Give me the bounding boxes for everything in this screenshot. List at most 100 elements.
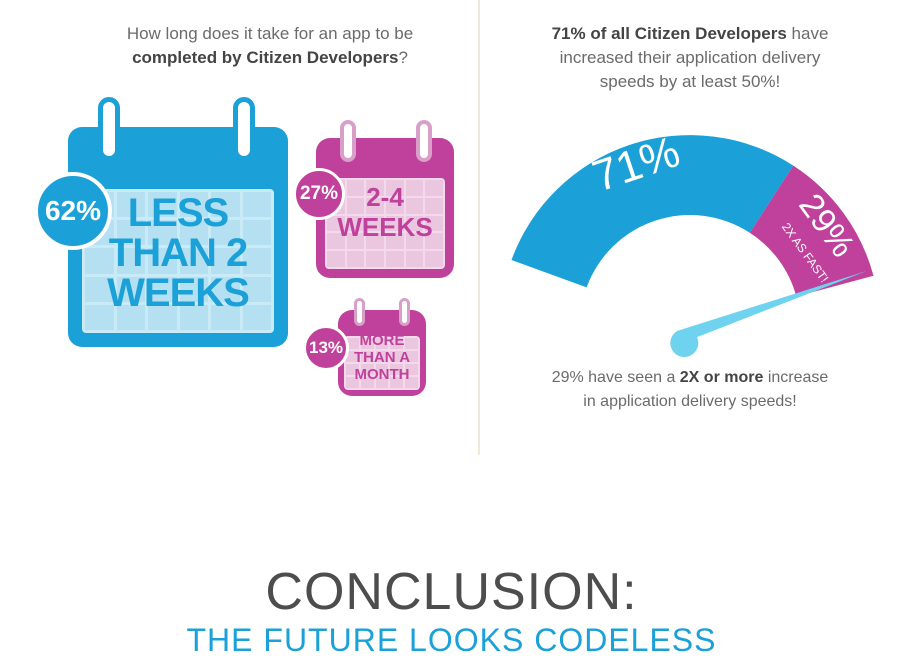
calendar-label-line: WEEKS [107, 271, 250, 315]
calendar-cell [360, 364, 374, 375]
calendar-cell [116, 220, 145, 246]
calendar-cell [405, 351, 418, 362]
calendar-cell [211, 220, 240, 246]
footer-stat-text: 29% have seen a 2X or more increase in a… [500, 366, 880, 414]
question-text: How long does it take for an app to be c… [70, 22, 470, 70]
calendar-cell [385, 215, 404, 232]
calendar-cell [405, 251, 424, 267]
conclusion-title: CONCLUSION: [265, 563, 638, 621]
calendar-cell [242, 220, 271, 246]
calendar-less-than-2-weeks: LESS THAN 2 WEEKS [68, 97, 288, 347]
calendar-cell [405, 338, 418, 349]
calendar-cell [179, 220, 208, 246]
calendar-cell [375, 377, 389, 388]
gauge-segment-71 [511, 135, 794, 288]
calendar-cell [346, 233, 365, 250]
calendar-cell [116, 248, 145, 274]
calendar-grid [344, 336, 420, 390]
question-line-2: completed by Citizen Developers? [70, 46, 470, 70]
calendar-cell [148, 304, 177, 330]
calendar-cell [366, 233, 384, 250]
calendar-cell [405, 197, 424, 214]
calendar-ring [340, 120, 356, 162]
gauge-needle [670, 270, 867, 358]
calendar-cell [425, 215, 443, 232]
calendar-cell [242, 248, 271, 274]
calendar-cell [366, 251, 384, 267]
calendar-cell [366, 215, 384, 232]
calendar-cell [148, 248, 177, 274]
calendar-cell [85, 248, 114, 274]
calendar-cell [425, 251, 443, 267]
footer-pre: 29% have seen a [551, 369, 680, 386]
calendar-cell [360, 338, 374, 349]
calendar-cell [327, 251, 345, 267]
calendar-cell [405, 180, 424, 196]
percent-badge-27: 27% [293, 168, 345, 220]
calendar-cell [211, 248, 240, 274]
panel-divider [478, 0, 480, 455]
calendar-cell [179, 248, 208, 274]
calendar-cell [242, 276, 271, 302]
calendar-cell [375, 364, 389, 375]
calendar-cell [211, 304, 240, 330]
calendar-grid [325, 178, 445, 269]
calendar-cell [148, 220, 177, 246]
calendar-ring [98, 97, 120, 161]
stat-text: 71% of all Citizen Developers have incre… [500, 22, 880, 94]
calendar-cell [116, 192, 145, 218]
calendar-body [316, 138, 454, 278]
calendar-page [82, 189, 274, 333]
calendar-cell [346, 197, 365, 214]
calendar-cell [179, 192, 208, 218]
calendar-cell [346, 351, 359, 362]
calendar-cell [360, 377, 374, 388]
question-end: ? [398, 48, 408, 67]
calendar-label-line: LESS [127, 191, 229, 235]
calendar-cell [390, 351, 404, 362]
calendar-page [344, 336, 420, 390]
stat-line-2: increased their application delivery [559, 48, 821, 67]
calendar-body [68, 127, 288, 347]
calendar-label-line: THAN 2 [108, 231, 248, 275]
calendar-cell [405, 377, 418, 388]
calendar-cell [85, 304, 114, 330]
footer-line-2: in application delivery speeds! [583, 393, 797, 410]
calendar-body [338, 310, 426, 396]
question-bold: completed by Citizen Developers [132, 48, 399, 67]
calendar-cell [405, 364, 418, 375]
stat-line-3: speeds by at least 50%! [599, 72, 781, 91]
calendar-cell [346, 251, 365, 267]
calendar-cell [405, 233, 424, 250]
calendar-cell [346, 338, 359, 349]
calendar-label-line: THAN A [353, 349, 411, 366]
calendar-ring [416, 120, 432, 162]
calendar-cell [211, 276, 240, 302]
footer-post: increase [763, 369, 829, 386]
calendar-label-line: 2-4 [366, 182, 404, 212]
calendar-more-than-a-month: MORE THAN A MONTH [338, 298, 426, 396]
calendar-2-4-weeks: 2-4 WEEKS [316, 120, 454, 278]
calendar-cell [360, 351, 374, 362]
calendar-cell [346, 364, 359, 375]
calendar-label: 2-4 WEEKS [316, 182, 454, 242]
conclusion-subtitle: THE FUTURE LOOKS CODELESS [186, 622, 717, 658]
calendar-cell [148, 192, 177, 218]
calendar-cell [85, 276, 114, 302]
calendar-cell [385, 233, 404, 250]
calendar-cell [148, 276, 177, 302]
calendar-cell [385, 180, 404, 196]
calendar-cell [390, 338, 404, 349]
stat-bold: 71% of all Citizen Developers [551, 24, 787, 43]
calendar-cell [242, 192, 271, 218]
calendar-label-line: MONTH [354, 366, 410, 383]
calendar-page [325, 178, 445, 269]
calendar-cell [390, 364, 404, 375]
calendar-cell [385, 197, 404, 214]
calendar-cell [179, 304, 208, 330]
calendar-ring [399, 298, 410, 326]
footer-line-1: 29% have seen a 2X or more increase [500, 366, 880, 390]
calendar-cell [346, 377, 359, 388]
calendar-cell [425, 180, 443, 196]
calendar-cell [346, 180, 365, 196]
